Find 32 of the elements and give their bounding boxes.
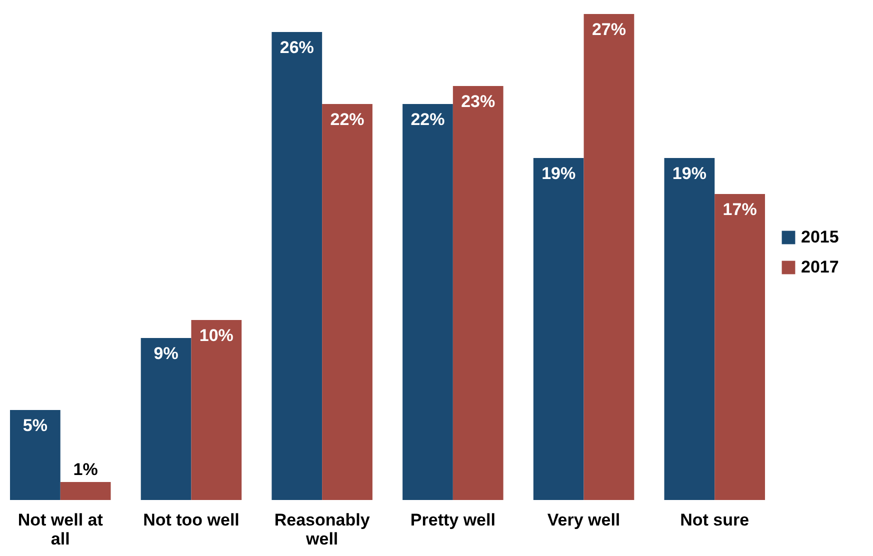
data-label: 27% [592, 20, 626, 39]
data-label: 5% [22, 416, 48, 435]
bar [140, 338, 192, 500]
x-tick-label: Pretty well [410, 510, 496, 530]
x-tick-label: Not sure [680, 510, 750, 530]
data-label: 22% [330, 110, 364, 129]
bar [272, 32, 322, 500]
x-tick-label: Reasonably well [274, 510, 370, 548]
legend-label: 2015 [801, 228, 839, 246]
bar [452, 86, 504, 500]
x-tick-label: Not too well [143, 510, 240, 530]
bar [533, 158, 584, 500]
data-label: 19% [542, 164, 576, 183]
bar [322, 104, 372, 500]
data-label: 26% [280, 38, 314, 57]
bar [584, 14, 634, 500]
bar [10, 410, 60, 500]
bar [402, 104, 453, 500]
data-label: 10% [199, 326, 234, 345]
data-label: 1% [73, 460, 98, 479]
bar [60, 482, 111, 500]
bar [714, 194, 765, 500]
legend-label: 2017 [801, 258, 839, 276]
x-tick-label: Not well at all [18, 510, 104, 548]
bar [664, 158, 715, 500]
x-tick-label: Very well [547, 510, 620, 530]
data-label: 9% [154, 344, 178, 363]
data-label: 17% [722, 200, 757, 219]
data-label: 22% [410, 110, 445, 129]
bar [191, 320, 242, 500]
data-label: 19% [672, 164, 706, 183]
data-label: 23% [461, 92, 496, 111]
